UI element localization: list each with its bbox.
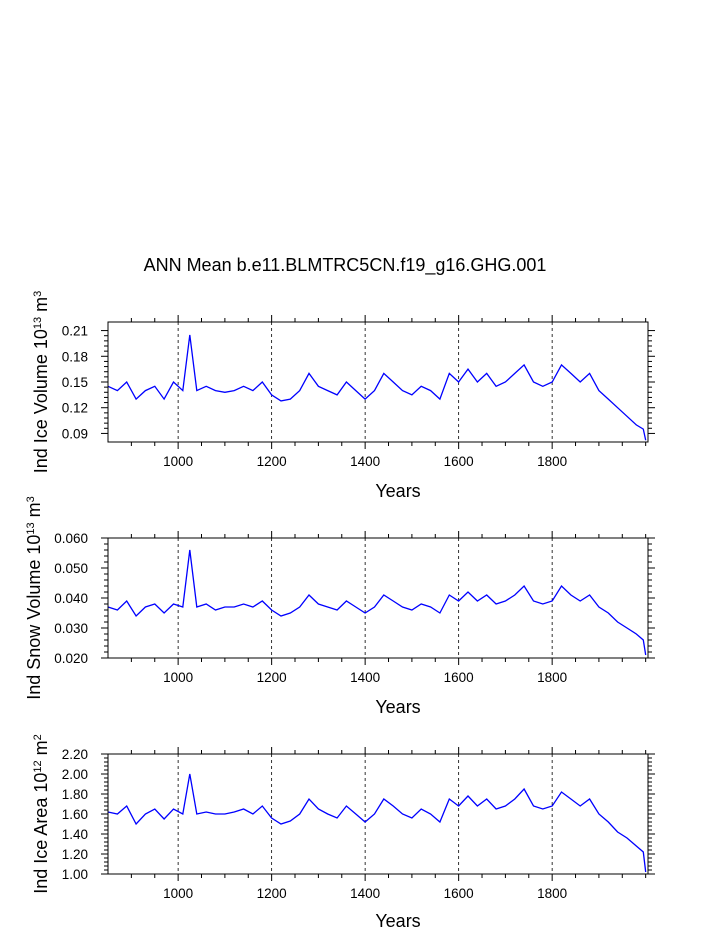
y-axis-title-text: m [24, 502, 44, 522]
y-tick-label: 0.12 [62, 401, 88, 416]
x-tick-label: 1200 [257, 454, 287, 469]
y-tick-label: 0.020 [54, 651, 88, 666]
y-tick-label: 0.09 [62, 426, 88, 441]
y-axis-title: Ind Ice Area 1012 m2 [31, 734, 51, 893]
y-tick-label: 0.18 [62, 349, 88, 364]
series-line [107, 334, 647, 441]
x-tick-label: 1800 [537, 886, 567, 901]
y-axis-title-superscript: 2 [32, 734, 44, 740]
y-axis-title-superscript: 12 [32, 760, 44, 772]
y-axis-title-text: Ind Ice Area 10 [31, 773, 51, 894]
y-tick-label: 1.40 [62, 827, 88, 842]
y-axis-title: Ind Snow Volume 1013 m3 [24, 496, 44, 700]
panel-3: 1000 1200 1400 1600 1800 1.00 1.20 1.40 1.60 1.80… [31, 734, 655, 931]
x-tick-label: 1800 [537, 670, 567, 685]
x-axis-title: Years [375, 911, 420, 931]
y-tick-label: 0.060 [54, 531, 88, 546]
y-axis-title-superscript: 13 [25, 522, 37, 534]
y-axis-title-text: Ind Ice Volume 10 [31, 329, 51, 473]
x-tick-label: 1000 [163, 670, 193, 685]
plot-frame [107, 753, 649, 875]
y-tick-label: 1.60 [62, 807, 88, 822]
x-tick-label: 1000 [163, 886, 193, 901]
y-tick-label: 0.030 [54, 621, 88, 636]
y-tick-label: 1.20 [62, 847, 88, 862]
y-axis-title-superscript: 3 [32, 291, 44, 297]
y-axis-title: Ind Ice Volume 1013 m3 [31, 291, 51, 473]
x-axis-title: Years [375, 481, 420, 501]
panel-2: 1000 1200 1400 1600 1800 0.020 0.030 0.040 0.050… [24, 496, 655, 717]
x-tick-label: 1800 [537, 454, 567, 469]
x-tick-label: 1600 [444, 454, 474, 469]
y-tick-label: 2.00 [62, 767, 88, 782]
y-tick-label: 0.15 [62, 375, 88, 390]
chart-title: ANN Mean b.e11.BLMTRC5CN.f19_g16.GHG.001 [143, 255, 547, 275]
x-tick-label: 1600 [444, 886, 474, 901]
y-tick-label: 0.21 [62, 324, 88, 339]
y-tick-label: 0.050 [54, 561, 88, 576]
x-tick-label: 1400 [350, 454, 380, 469]
y-tick-label: 1.00 [62, 867, 88, 882]
series-line [107, 773, 647, 873]
y-tick-label: 0.040 [54, 591, 88, 606]
x-tick-label: 1400 [350, 886, 380, 901]
y-axis-title-superscript: 3 [25, 496, 37, 502]
y-tick-label: 2.20 [62, 747, 88, 762]
x-axis-title: Years [375, 697, 420, 717]
y-axis-title-text: m [31, 740, 51, 760]
x-tick-label: 1600 [444, 670, 474, 685]
y-tick-label: 1.80 [62, 787, 88, 802]
y-axis-title-superscript: 13 [32, 317, 44, 329]
panel-1: 1000 1200 1400 1600 1800 0.09 0.12 0.15 0.18 0.21… [31, 291, 655, 501]
x-tick-label: 1200 [257, 670, 287, 685]
y-axis-title-text: m [31, 297, 51, 317]
series-line [107, 549, 647, 656]
x-tick-label: 1200 [257, 886, 287, 901]
x-tick-label: 1000 [163, 454, 193, 469]
x-tick-label: 1400 [350, 670, 380, 685]
y-axis-title-text: Ind Snow Volume 10 [24, 535, 44, 700]
